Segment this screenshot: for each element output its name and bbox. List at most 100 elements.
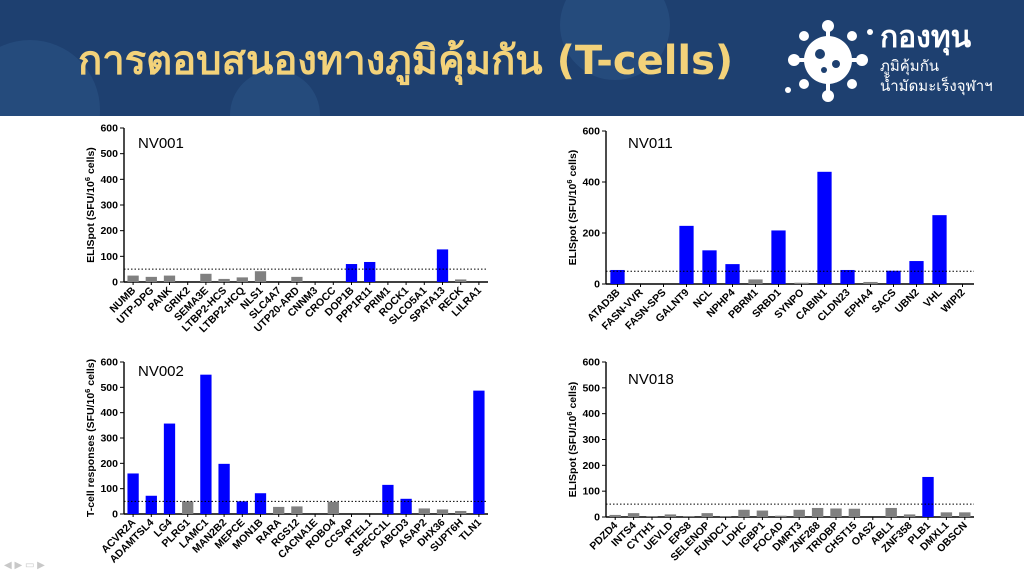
y-tick-label-nv002: 600 bbox=[100, 357, 118, 369]
bar-nv001 bbox=[200, 273, 212, 282]
y-tick-label-nv001: 0 bbox=[112, 277, 118, 289]
bar-nv001 bbox=[254, 271, 267, 282]
bar-nv001 bbox=[364, 261, 376, 282]
y-tick-label-nv011: 600 bbox=[582, 126, 600, 138]
bar-nv018 bbox=[701, 513, 713, 517]
bar-nv011 bbox=[610, 269, 625, 284]
bar-nv018 bbox=[609, 514, 621, 517]
bar-nv018 bbox=[903, 514, 916, 517]
y-tick-label-nv001: 200 bbox=[100, 225, 118, 237]
bar-nv002 bbox=[455, 510, 467, 514]
y-axis-label-nv002: T-cell responses (SFU/106 cells) bbox=[83, 359, 98, 517]
page-title: การตอบสนองทางภูมิคุ้มกัน (T-cells) bbox=[78, 38, 734, 84]
bar-nv018 bbox=[811, 507, 824, 517]
bar-nv002 bbox=[200, 374, 212, 514]
bar-nv011 bbox=[840, 269, 855, 284]
bar-nv001 bbox=[127, 275, 139, 282]
bar-nv011 bbox=[932, 215, 947, 284]
y-tick-label-nv002: 300 bbox=[100, 433, 118, 445]
y-tick-label-nv001: 500 bbox=[100, 148, 118, 160]
bar-nv018 bbox=[830, 508, 842, 517]
chart-title-nv001: NV001 bbox=[138, 135, 184, 152]
y-tick-label-nv001: 400 bbox=[100, 174, 118, 186]
bar-nv011 bbox=[679, 225, 694, 284]
bar-nv002 bbox=[236, 501, 248, 514]
y-tick-label-nv018: 400 bbox=[582, 408, 600, 420]
bar-nv002 bbox=[291, 506, 303, 514]
y-tick-label-nv002: 200 bbox=[100, 458, 118, 470]
y-tick-label-nv018: 500 bbox=[582, 382, 600, 394]
bar-nv001 bbox=[145, 276, 157, 282]
bar-nv018 bbox=[664, 514, 677, 517]
y-axis-label-nv018: ELISpot (SFU/106 cells) bbox=[565, 382, 580, 498]
y-tick-label-nv002: 500 bbox=[100, 382, 118, 394]
bar-nv011 bbox=[771, 230, 786, 284]
slide-nav-icons: ◀ ▶ ▭ ▶ bbox=[4, 560, 45, 571]
bar-nv002 bbox=[418, 508, 430, 514]
y-tick-label-nv002: 100 bbox=[100, 483, 118, 495]
bar-nv002 bbox=[382, 484, 394, 514]
bar-nv001 bbox=[163, 275, 176, 282]
bar-nv002 bbox=[218, 463, 230, 514]
bar-nv018 bbox=[756, 510, 769, 517]
logo-subtitle-1: ภูมิคุ้มกัน bbox=[880, 57, 940, 75]
chart-nv018-group: 0 100 200 300 400 500 600 ELISpot (SFU/106 cell… bbox=[565, 357, 974, 564]
chart-title-nv011: NV011 bbox=[628, 135, 673, 152]
header-banner: การตอบสนองทางภูมิคุ้มกัน (T-cells) กองทุ… bbox=[0, 0, 1024, 116]
logo-subtitle-2: น้ำมัดมะเร็งจุฬาฯ bbox=[880, 77, 993, 95]
bar-nv018 bbox=[959, 512, 971, 517]
y-tick-label-nv011: 0 bbox=[594, 279, 600, 291]
y-axis-label-nv011: ELISpot (SFU/106 cells) bbox=[565, 150, 580, 266]
bar-nv018 bbox=[683, 516, 695, 517]
bar-nv002 bbox=[400, 498, 412, 514]
bar-nv018 bbox=[627, 513, 640, 517]
bar-nv011 bbox=[702, 250, 717, 284]
bar-nv001 bbox=[345, 264, 358, 282]
bar-nv011 bbox=[863, 281, 878, 284]
category-label-nv011: WIPI2 bbox=[939, 287, 968, 316]
bar-nv002 bbox=[327, 501, 339, 514]
y-tick-label-nv018: 0 bbox=[594, 512, 600, 524]
y-tick-label-nv002: 0 bbox=[112, 509, 118, 521]
bar-nv002 bbox=[127, 473, 139, 514]
bar-nv018 bbox=[775, 515, 787, 517]
bar-nv002 bbox=[436, 509, 449, 514]
bar-nv018 bbox=[848, 508, 861, 517]
y-tick-label-nv018: 600 bbox=[582, 357, 600, 369]
bar-nv002 bbox=[473, 390, 485, 514]
bar-nv011 bbox=[909, 261, 924, 284]
bar-nv018 bbox=[738, 509, 750, 517]
bar-nv018 bbox=[885, 507, 897, 517]
y-tick-label-nv018: 200 bbox=[582, 460, 600, 472]
y-tick-label-nv001: 600 bbox=[100, 123, 118, 135]
bar-nv018 bbox=[793, 509, 805, 517]
y-tick-label-nv018: 300 bbox=[582, 434, 600, 446]
y-tick-label-nv001: 100 bbox=[100, 251, 118, 263]
y-tick-label-nv018: 100 bbox=[582, 486, 600, 498]
bar-nv001 bbox=[455, 279, 467, 282]
bar-nv011 bbox=[725, 264, 740, 284]
bar-nv011 bbox=[748, 279, 763, 284]
bar-nv001 bbox=[236, 277, 248, 282]
logo-name: กองทุน bbox=[880, 20, 972, 55]
y-axis-label-nv001: ELISpot (SFU/106 cells) bbox=[83, 147, 98, 263]
y-tick-label-nv002: 400 bbox=[100, 407, 118, 419]
y-tick-label-nv011: 400 bbox=[582, 177, 600, 189]
category-label-nv011: SACS bbox=[869, 287, 898, 316]
bar-nv018 bbox=[940, 512, 953, 517]
bar-nv001 bbox=[291, 276, 303, 282]
bar-nv002 bbox=[163, 423, 176, 514]
bar-nv001 bbox=[436, 249, 449, 282]
logo: กองทุน ภูมิคุ้มกัน น้ำมัดมะเร็งจุฬาฯ bbox=[782, 10, 1018, 110]
bar-nv018 bbox=[719, 516, 732, 517]
y-tick-label-nv011: 200 bbox=[582, 228, 600, 240]
bar-nv002 bbox=[273, 506, 285, 514]
bar-nv018 bbox=[922, 476, 934, 517]
bar-nv018 bbox=[646, 516, 658, 517]
bar-nv011 bbox=[794, 282, 809, 284]
bar-nv001 bbox=[218, 278, 230, 282]
bar-nv011 bbox=[817, 171, 832, 284]
